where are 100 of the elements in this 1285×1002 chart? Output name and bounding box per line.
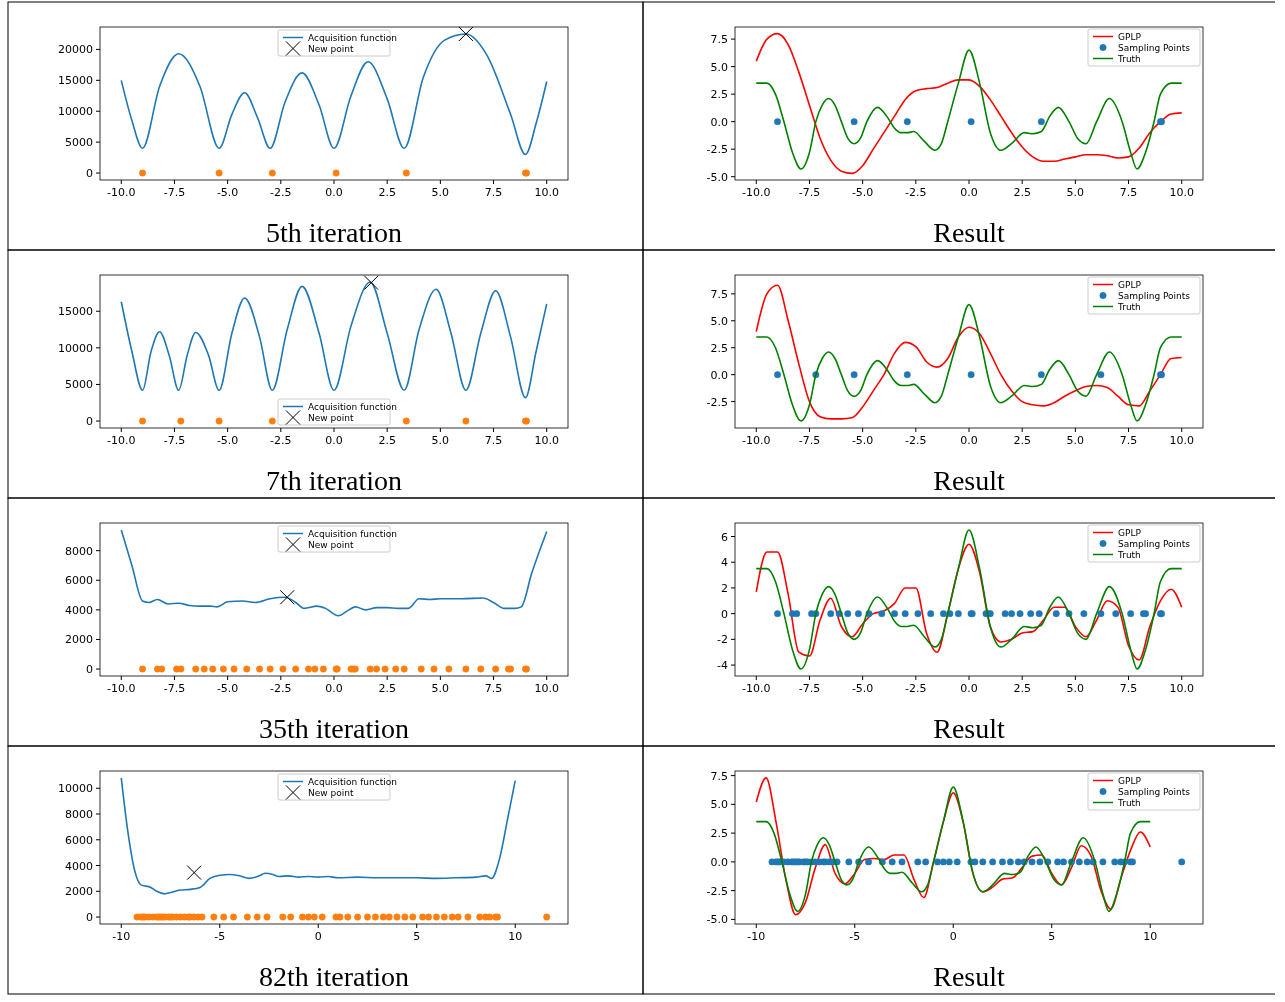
y-tick-label: 2000 xyxy=(65,885,93,899)
legend-label: Sampling Points xyxy=(1118,291,1191,301)
x-tick-label: -2.5 xyxy=(270,186,292,199)
x-tick-label: 10.0 xyxy=(534,186,559,199)
y-tick-label: 2 xyxy=(721,581,728,595)
y-tick-label: -5.0 xyxy=(706,170,728,184)
x-tick-label: -10 xyxy=(747,930,766,943)
legend-label: Sampling Points xyxy=(1118,539,1191,549)
y-tick-label: 0 xyxy=(86,663,93,677)
text: Result xyxy=(933,961,1005,992)
x-tick-label: 10.0 xyxy=(534,682,559,695)
y-tick-label: -2.5 xyxy=(706,395,728,409)
legend-label: Acquisition function xyxy=(308,529,397,539)
y-tick-label: 20000 xyxy=(58,43,93,57)
x-tick-label: 10.0 xyxy=(1169,682,1194,695)
y-tick-label: 4000 xyxy=(65,603,93,617)
x-tick-label: -2.5 xyxy=(905,434,927,447)
x-tick-label: -2.5 xyxy=(905,186,927,199)
text: 35th iteration xyxy=(258,713,410,744)
x-tick-label: -10.0 xyxy=(107,682,136,695)
y-tick-label: 2000 xyxy=(65,633,93,647)
legend-label: GPLP xyxy=(1118,280,1142,290)
legend-label: Truth xyxy=(1117,54,1141,64)
x-tick-label: -5.0 xyxy=(216,682,239,695)
y-tick-label: 8000 xyxy=(65,808,93,822)
y-tick-label: 5.0 xyxy=(710,798,728,812)
x-tick-label: 0.0 xyxy=(960,186,978,199)
legend-label: New point xyxy=(308,540,354,550)
x-tick-label: -10 xyxy=(112,930,131,943)
x-tick-label: -10.0 xyxy=(107,186,136,199)
x-tick-label: -2.5 xyxy=(270,434,292,447)
x-tick-label: 7.5 xyxy=(1119,434,1138,447)
legend-label: Sampling Points xyxy=(1118,787,1191,797)
legend-label: Truth xyxy=(1117,798,1141,808)
text: Result xyxy=(933,217,1005,248)
y-tick-label: -2.5 xyxy=(706,884,728,898)
x-tick-label: -2.5 xyxy=(270,682,292,695)
x-tick-label: -7.5 xyxy=(163,434,186,447)
x-tick-label: 10.0 xyxy=(1169,186,1194,199)
y-tick-label: 4000 xyxy=(65,859,93,873)
x-tick-label: 7.5 xyxy=(484,682,503,695)
legend-label: GPLP xyxy=(1118,776,1142,786)
x-tick-label: -5.0 xyxy=(851,186,874,199)
legend-label: Acquisition function xyxy=(308,777,397,787)
x-tick-label: 0.0 xyxy=(960,682,978,695)
y-tick-label: -5.0 xyxy=(706,913,728,927)
y-tick-label: 0 xyxy=(721,607,728,621)
x-tick-label: -10.0 xyxy=(107,434,136,447)
x-tick-label: 0.0 xyxy=(325,186,343,199)
text: 7th iteration xyxy=(265,465,403,496)
legend-label: Truth xyxy=(1117,302,1141,312)
y-tick-label: 10000 xyxy=(58,105,93,119)
x-tick-label: 10.0 xyxy=(534,434,559,447)
x-tick-label: 0 xyxy=(314,930,322,943)
x-tick-label: 2.5 xyxy=(378,434,396,447)
y-tick-label: 6 xyxy=(721,530,728,544)
y-tick-label: 0 xyxy=(86,415,93,429)
text: Result xyxy=(933,713,1005,744)
legend-label: New point xyxy=(308,788,354,798)
y-tick-label: 0.0 xyxy=(710,115,728,129)
y-tick-label: 8000 xyxy=(65,544,93,558)
x-tick-label: 5 xyxy=(1048,930,1056,943)
y-tick-label: 6000 xyxy=(65,833,93,847)
x-tick-label: -5.0 xyxy=(851,682,874,695)
y-tick-label: 7.5 xyxy=(710,769,728,783)
x-tick-label: 7.5 xyxy=(484,434,503,447)
y-tick-label: 2.5 xyxy=(710,88,728,102)
x-tick-label: -5.0 xyxy=(216,434,239,447)
y-tick-label: -2.5 xyxy=(706,143,728,157)
y-tick-label: 10000 xyxy=(58,341,93,355)
x-tick-label: 2.5 xyxy=(1013,434,1031,447)
y-tick-label: 15000 xyxy=(58,305,93,319)
y-tick-label: 2.5 xyxy=(710,341,728,355)
legend-label: GPLP xyxy=(1118,528,1142,538)
x-tick-label: -10.0 xyxy=(742,682,771,695)
y-tick-label: 2.5 xyxy=(710,827,728,841)
legend-label: New point xyxy=(308,44,354,54)
legend-label: GPLP xyxy=(1118,32,1142,42)
y-tick-label: -2 xyxy=(717,633,728,647)
y-tick-label: 5.0 xyxy=(710,60,728,74)
y-tick-label: 0 xyxy=(86,167,93,181)
y-tick-label: 7.5 xyxy=(710,33,728,47)
text: Result xyxy=(933,465,1005,496)
x-tick-label: -5 xyxy=(849,930,861,943)
x-tick-label: 0.0 xyxy=(325,434,343,447)
x-tick-label: 5.0 xyxy=(1066,186,1085,199)
x-tick-label: -7.5 xyxy=(798,186,821,199)
x-tick-label: 0.0 xyxy=(325,682,343,695)
y-tick-label: 10000 xyxy=(58,782,93,796)
x-tick-label: 7.5 xyxy=(1119,682,1138,695)
x-tick-label: 10.0 xyxy=(1169,434,1194,447)
x-tick-label: 5.0 xyxy=(1066,682,1085,695)
x-tick-label: 5.0 xyxy=(431,682,450,695)
y-tick-label: 0.0 xyxy=(710,855,728,869)
x-tick-label: 7.5 xyxy=(484,186,503,199)
x-tick-label: 5.0 xyxy=(1066,434,1085,447)
legend-label: Truth xyxy=(1117,550,1141,560)
legend-label: New point xyxy=(308,413,354,423)
y-tick-label: 4 xyxy=(721,556,728,570)
y-tick-label: 6000 xyxy=(65,574,93,588)
